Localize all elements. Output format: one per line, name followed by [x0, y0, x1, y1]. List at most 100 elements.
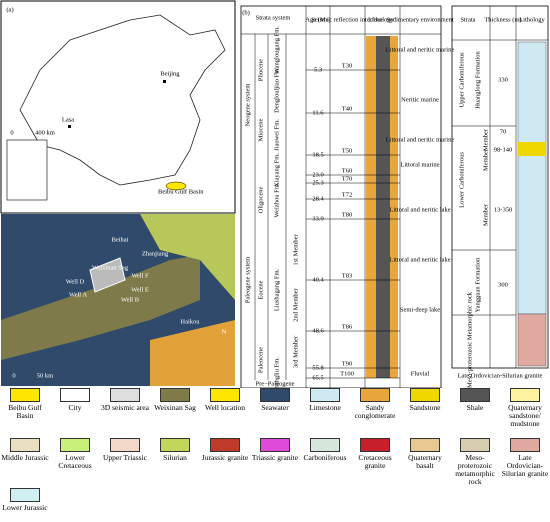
label: Strata — [460, 16, 475, 23]
legend-item: Upper Triassic — [100, 438, 150, 462]
legend-label: Weixinan Sag — [154, 403, 196, 412]
legend-swatch — [410, 388, 440, 402]
column-frame — [240, 5, 442, 389]
label: T60 — [342, 167, 352, 174]
label: Oligocene — [257, 187, 264, 214]
legend-label: Sandy conglomerate — [354, 403, 396, 420]
label: Littoral and neritic marine — [386, 136, 455, 143]
legend-swatch — [10, 388, 40, 402]
label: 13-350 — [494, 206, 512, 213]
label: Seismic reflection interface — [311, 16, 383, 23]
label: 23.0 — [312, 171, 323, 178]
legend-item: Silurian — [150, 438, 200, 462]
label: Lithology — [519, 16, 545, 23]
label: Well B — [121, 296, 140, 303]
legend-label: Limestone — [309, 403, 341, 412]
legend-item: Lower Cretaceous — [50, 438, 100, 470]
china-outline — [19, 14, 226, 186]
legend-item: Seawater — [250, 388, 300, 412]
city — [163, 80, 166, 83]
label: T83 — [342, 272, 352, 279]
label: Littoral and neritic lake — [389, 256, 450, 263]
seismic-area — [89, 257, 126, 293]
label: 55.8 — [312, 364, 323, 371]
label: 5.3 — [314, 66, 322, 73]
legend-label: Late Ordovician-Silurian granite — [501, 453, 549, 478]
legend-item: Meso-proterozoic metamorphic rock — [450, 438, 500, 486]
label: Neogene system — [244, 84, 251, 127]
legend-item: Triassic granite — [250, 438, 300, 462]
label: T90 — [342, 360, 352, 367]
label: Well A — [69, 291, 87, 298]
label: T80 — [342, 211, 352, 218]
geology-units — [140, 214, 235, 300]
label: Miocene — [257, 119, 264, 142]
label: 33.9 — [312, 215, 323, 222]
label: Paleogene system — [244, 257, 251, 303]
label: Jiaowei Fm. — [273, 119, 280, 151]
legend-item: Middle Jurassic — [0, 438, 50, 462]
basin-area — [1, 255, 200, 360]
legend-swatch — [110, 388, 140, 402]
legend-label: Lower Jurassic — [2, 503, 48, 512]
legend-label: Beibu Gulf Basin — [8, 403, 42, 420]
legend-label: Triassic granite — [251, 453, 299, 462]
legend-label: Shale — [466, 403, 484, 412]
label: Eocene — [257, 280, 264, 299]
legend-swatch — [60, 388, 90, 402]
legend-item: Shale — [450, 388, 500, 412]
legend-swatch — [260, 438, 290, 452]
legend-swatch — [310, 388, 340, 402]
legend-swatch — [210, 438, 240, 452]
label: T50 — [342, 147, 352, 154]
legend-label: Jurassic granite — [201, 453, 249, 462]
label: Lower Carboniferous — [458, 152, 465, 208]
label: Weixinan Sag — [92, 264, 129, 271]
label: T72 — [342, 191, 352, 198]
legend-swatch — [310, 438, 340, 452]
label: Meso-proterozoic Metamorphic rock — [466, 291, 473, 388]
legend-item: City — [50, 388, 100, 412]
label: 28.4 — [312, 195, 324, 202]
legend-label: Seawater — [261, 403, 289, 412]
legend-label: Middle Jurassic — [1, 453, 49, 462]
label: Lithology — [368, 16, 394, 23]
label: 98-140 — [494, 146, 512, 153]
legend-item: Late Ordovician-Silurian granite — [500, 438, 550, 478]
legend-label: Lower Cretaceous — [58, 453, 92, 470]
label: Member — [482, 203, 489, 226]
legend-swatch — [360, 438, 390, 452]
label: Huanglong Formation — [474, 50, 481, 108]
legend-swatch — [60, 438, 90, 452]
legend-item: Sandstone — [400, 388, 450, 412]
label: T86 — [342, 323, 353, 330]
legend-swatch — [110, 438, 140, 452]
legend-swatch — [360, 388, 390, 402]
label: Zhanjiang — [142, 250, 169, 257]
shale — [376, 36, 390, 378]
label: 330 — [498, 76, 508, 83]
label: Member — [482, 128, 489, 151]
label: 0 — [12, 372, 15, 379]
granite — [517, 313, 547, 367]
label: Littoral marine — [400, 161, 439, 168]
label: Sedimentary environment — [386, 16, 454, 23]
legend-item: Lower Jurassic — [0, 488, 50, 512]
label: Changliu Fm. — [273, 357, 280, 388]
legend-swatch — [460, 388, 490, 402]
label: 300 — [498, 281, 508, 288]
label: Member — [482, 148, 489, 171]
legend-item: Weixinan Sag — [150, 388, 200, 412]
legend-item: Well location — [200, 388, 250, 412]
label: Age (Ma) — [305, 16, 330, 23]
label: T30 — [342, 62, 352, 69]
legend-item: Limestone — [300, 388, 350, 412]
legend-label: Cretaceous granite — [358, 453, 392, 470]
legend-swatch — [160, 438, 190, 452]
label: Fluvial — [411, 370, 430, 377]
label: T70 — [342, 175, 352, 182]
label: Yangguan Formation — [474, 257, 481, 313]
legend-item: Cretaceous granite — [350, 438, 400, 470]
label: T100 — [340, 370, 354, 377]
legend-label: 3D seismic area — [101, 403, 149, 412]
